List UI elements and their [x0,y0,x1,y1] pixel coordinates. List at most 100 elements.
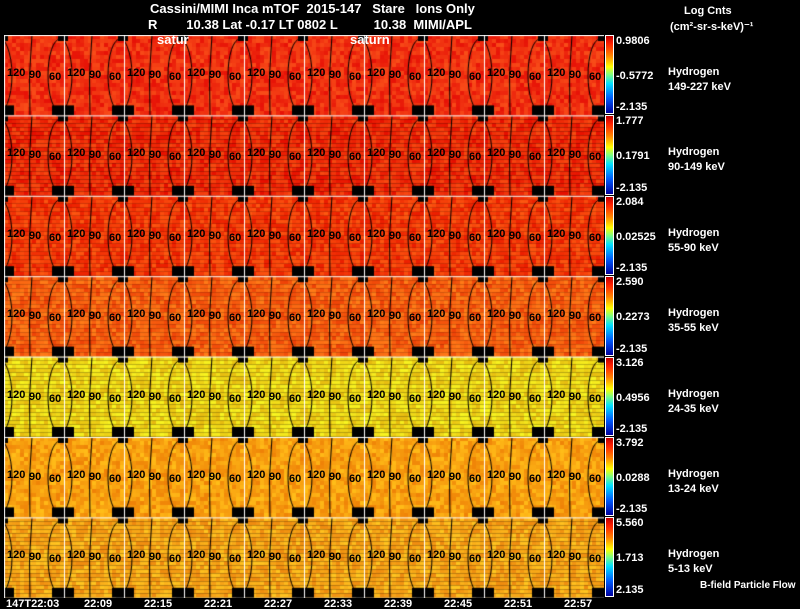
contour-label: 120 [247,308,266,321]
row-energy: 5-13 keV [668,563,713,576]
contour-label: 90 [329,149,342,162]
contour-label: 60 [589,473,602,485]
contour-label: 90 [329,390,342,403]
x-tick-label: 22:57 [564,598,593,609]
colorbar [605,115,614,195]
contour-label: 60 [349,151,362,164]
contour-label: 90 [209,390,222,403]
contour-label: 90 [509,551,522,564]
contour-label: 120 [127,549,146,562]
contour-label: 90 [509,390,522,403]
contour-label: 60 [589,71,602,83]
contour-label: 120 [7,147,26,160]
saturn-label-left: satur [157,32,189,47]
contour-label: 120 [307,388,326,401]
contour-label: 90 [269,229,282,242]
contour-label: 90 [149,310,162,323]
contour-label: 90 [89,310,102,323]
contour-label: 60 [589,151,602,164]
row-energy: 13-24 keV [668,483,719,495]
contour-label: 60 [49,392,62,405]
colorbar [605,276,614,356]
contour-label: 120 [67,147,86,160]
contour-label: 90 [149,390,162,403]
colorbar-min: -2.135 [616,423,648,435]
contour-label: 90 [449,229,462,242]
row-energy: 35-55 keV [668,322,719,335]
contour-label: 120 [187,469,206,481]
contour-label: 90 [569,310,582,323]
contour-label: 60 [289,553,302,566]
contour-label: 120 [547,308,566,321]
contour-label: 60 [349,231,362,244]
contour-label: 60 [229,392,242,405]
contour-label: 90 [509,229,522,242]
contour-label: 90 [29,471,42,483]
contour-label: 90 [329,69,342,81]
contour-label: 90 [509,310,522,323]
contour-label: 120 [7,67,26,79]
contour-label: 60 [469,151,482,164]
colorbar-mid: 0.1791 [616,150,650,163]
contour-label: 60 [229,473,242,485]
contour-label: 120 [127,469,146,481]
contour-label: 90 [29,390,42,403]
contour-label: 90 [449,551,462,564]
contour-label: 60 [409,392,422,405]
contour-label: 90 [29,69,42,81]
contour-label: 120 [187,227,206,240]
contour-label: 120 [307,469,326,481]
contour-label: 90 [209,310,222,323]
x-tick-label: 22:33 [324,598,353,609]
contour-label: 60 [289,151,302,164]
contour-label: 90 [389,390,402,403]
colorbar-max: 3.126 [616,356,644,369]
contour-label: 60 [229,312,242,325]
contour-label: 90 [389,310,402,323]
contour-label: 90 [389,69,402,81]
units-line2: (cm²-sr-s-keV)⁻¹ [670,21,754,33]
contour-label: 120 [247,147,266,160]
contour-label: 90 [89,149,102,162]
contour-label: 60 [289,312,302,325]
contour-label: 90 [89,390,102,403]
contour-label: 120 [247,67,266,79]
contour-label: 60 [169,231,182,244]
contour-label: 90 [269,69,282,81]
orbit-info: R 10.38 Lat -0.17 LT 0802 L 10.38 MIMI/A… [148,17,472,32]
contour-label: 120 [427,549,446,562]
colorbar-mid: 0.0288 [616,472,650,484]
contour-label: 90 [149,551,162,564]
contour-label: 120 [187,388,206,401]
colorbar [605,356,614,436]
contour-label: 60 [109,473,122,485]
contour-label: 60 [469,392,482,405]
x-tick-label: 147T22:03 [6,598,60,609]
x-tick-label: 22:27 [264,598,293,609]
contour-label: 120 [307,227,326,240]
contour-label: 60 [229,553,242,566]
colorbar-mid: 0.4956 [616,391,650,404]
contour-label: 120 [427,67,446,79]
contour-label: 60 [109,151,122,164]
contour-label: 120 [67,67,86,79]
x-tick-label: 22:39 [384,598,413,609]
contour-label: 120 [127,388,146,401]
contour-label: 90 [569,471,582,483]
contour-label: 60 [169,71,182,83]
contour-label: 60 [589,392,602,405]
contour-label: 90 [89,471,102,483]
contour-label: 90 [449,390,462,403]
colorbar-min: -2.135 [616,262,648,275]
contour-label: 120 [427,469,446,481]
contour-label: 120 [7,388,26,401]
contour-label: 60 [409,312,422,325]
contour-label: 120 [547,549,566,562]
contour-label: 60 [349,473,362,485]
contour-label: 60 [409,231,422,244]
contour-label: 90 [209,471,222,483]
contour-label: 90 [209,69,222,81]
contour-label: 60 [289,71,302,83]
contour-label: 90 [569,229,582,242]
x-tick-label: 22:09 [84,598,113,609]
